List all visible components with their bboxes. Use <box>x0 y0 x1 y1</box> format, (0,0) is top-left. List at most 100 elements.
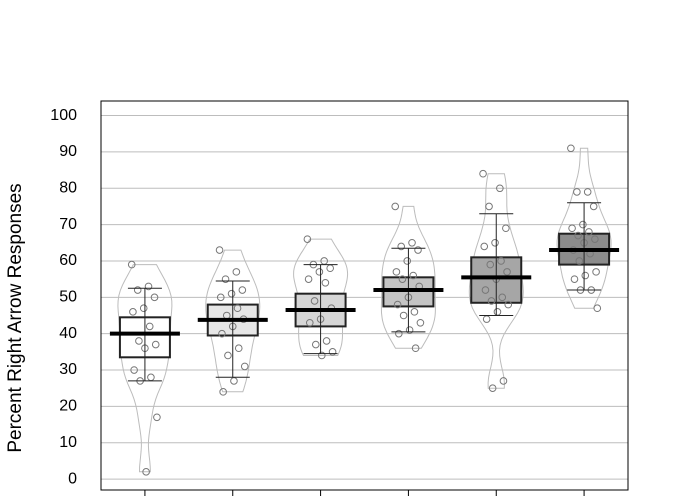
data-point <box>497 257 505 265</box>
data-point <box>215 246 224 254</box>
data-point <box>397 242 406 251</box>
data-point <box>219 388 227 396</box>
data-point <box>147 373 155 382</box>
data-point <box>593 304 602 313</box>
y-tick-label: 100 <box>50 107 77 124</box>
data-point <box>321 278 330 287</box>
data-point <box>398 275 407 283</box>
data-point <box>409 271 418 280</box>
y-tick-label: 0 <box>68 470 77 487</box>
violin <box>380 205 436 349</box>
data-point <box>233 304 242 313</box>
data-point <box>482 315 491 323</box>
data-point <box>579 220 587 229</box>
data-point <box>144 282 153 291</box>
data-point <box>315 268 324 276</box>
y-axis-label: Percent Right Arrow Responses <box>5 183 26 452</box>
data-point <box>133 286 142 294</box>
data-point <box>503 268 511 276</box>
data-point <box>153 413 161 422</box>
data-point <box>408 238 416 247</box>
data-point <box>416 318 425 327</box>
violin <box>117 264 173 473</box>
data-point <box>496 184 504 193</box>
data-point <box>485 202 493 211</box>
data-point <box>585 228 593 236</box>
data-point <box>234 344 243 353</box>
data-point <box>150 293 159 302</box>
y-tick-label: 20 <box>59 398 77 415</box>
data-point <box>480 242 489 251</box>
data-point <box>240 362 249 371</box>
violin <box>468 173 524 389</box>
data-point <box>592 268 600 276</box>
data-point <box>498 293 507 302</box>
data-point <box>392 268 401 276</box>
violin <box>205 249 261 393</box>
data-point <box>224 351 232 360</box>
y-tick-label: 10 <box>59 434 77 451</box>
data-point <box>311 340 320 349</box>
data-point <box>221 275 230 283</box>
data-point <box>573 188 581 196</box>
data-point <box>142 468 150 476</box>
data-point <box>127 260 136 269</box>
y-tick-label: 30 <box>59 361 77 378</box>
data-point <box>305 318 314 327</box>
data-point <box>310 297 319 305</box>
data-point <box>481 286 490 294</box>
data-point <box>499 377 508 385</box>
data-point <box>567 144 575 153</box>
data-point <box>414 246 422 254</box>
data-point <box>232 268 241 276</box>
data-point <box>411 344 420 353</box>
data-point <box>130 366 138 374</box>
data-point <box>403 257 412 265</box>
data-point <box>129 308 137 316</box>
y-tick-label: 70 <box>59 216 77 233</box>
data-point <box>493 308 502 316</box>
data-point <box>487 297 496 305</box>
y-tick-label: 80 <box>59 179 77 196</box>
data-point <box>303 235 312 243</box>
data-point <box>135 337 143 345</box>
data-point <box>502 224 510 233</box>
data-point <box>322 337 331 345</box>
data-point <box>151 340 160 349</box>
data-point <box>574 231 582 240</box>
data-point <box>486 260 495 269</box>
y-tick-label: 90 <box>59 143 77 160</box>
plot-frame <box>100 100 629 491</box>
data-point <box>570 275 579 283</box>
data-point <box>230 377 238 385</box>
data-point <box>326 264 334 273</box>
data-point <box>393 300 402 309</box>
data-point <box>395 329 403 338</box>
data-point <box>504 300 513 309</box>
data-point <box>139 304 148 313</box>
data-point <box>145 322 154 331</box>
y-tick-label: 40 <box>59 325 77 342</box>
data-point <box>488 384 497 393</box>
data-point <box>399 311 408 320</box>
data-point <box>216 293 225 302</box>
data-point <box>575 257 584 265</box>
data-point <box>328 348 337 356</box>
data-point <box>227 289 236 298</box>
data-point <box>238 286 247 294</box>
data-point <box>317 351 326 360</box>
data-point <box>479 169 487 178</box>
data-point <box>405 326 414 334</box>
data-point <box>391 202 400 211</box>
data-point <box>304 275 313 283</box>
y-tick-label: 60 <box>59 252 77 269</box>
data-point <box>583 188 592 196</box>
data-point <box>589 202 598 211</box>
data-point <box>218 329 226 338</box>
data-point <box>591 235 599 243</box>
y-tick-label: 50 <box>59 289 77 306</box>
data-point <box>410 308 419 316</box>
data-point <box>491 238 499 247</box>
